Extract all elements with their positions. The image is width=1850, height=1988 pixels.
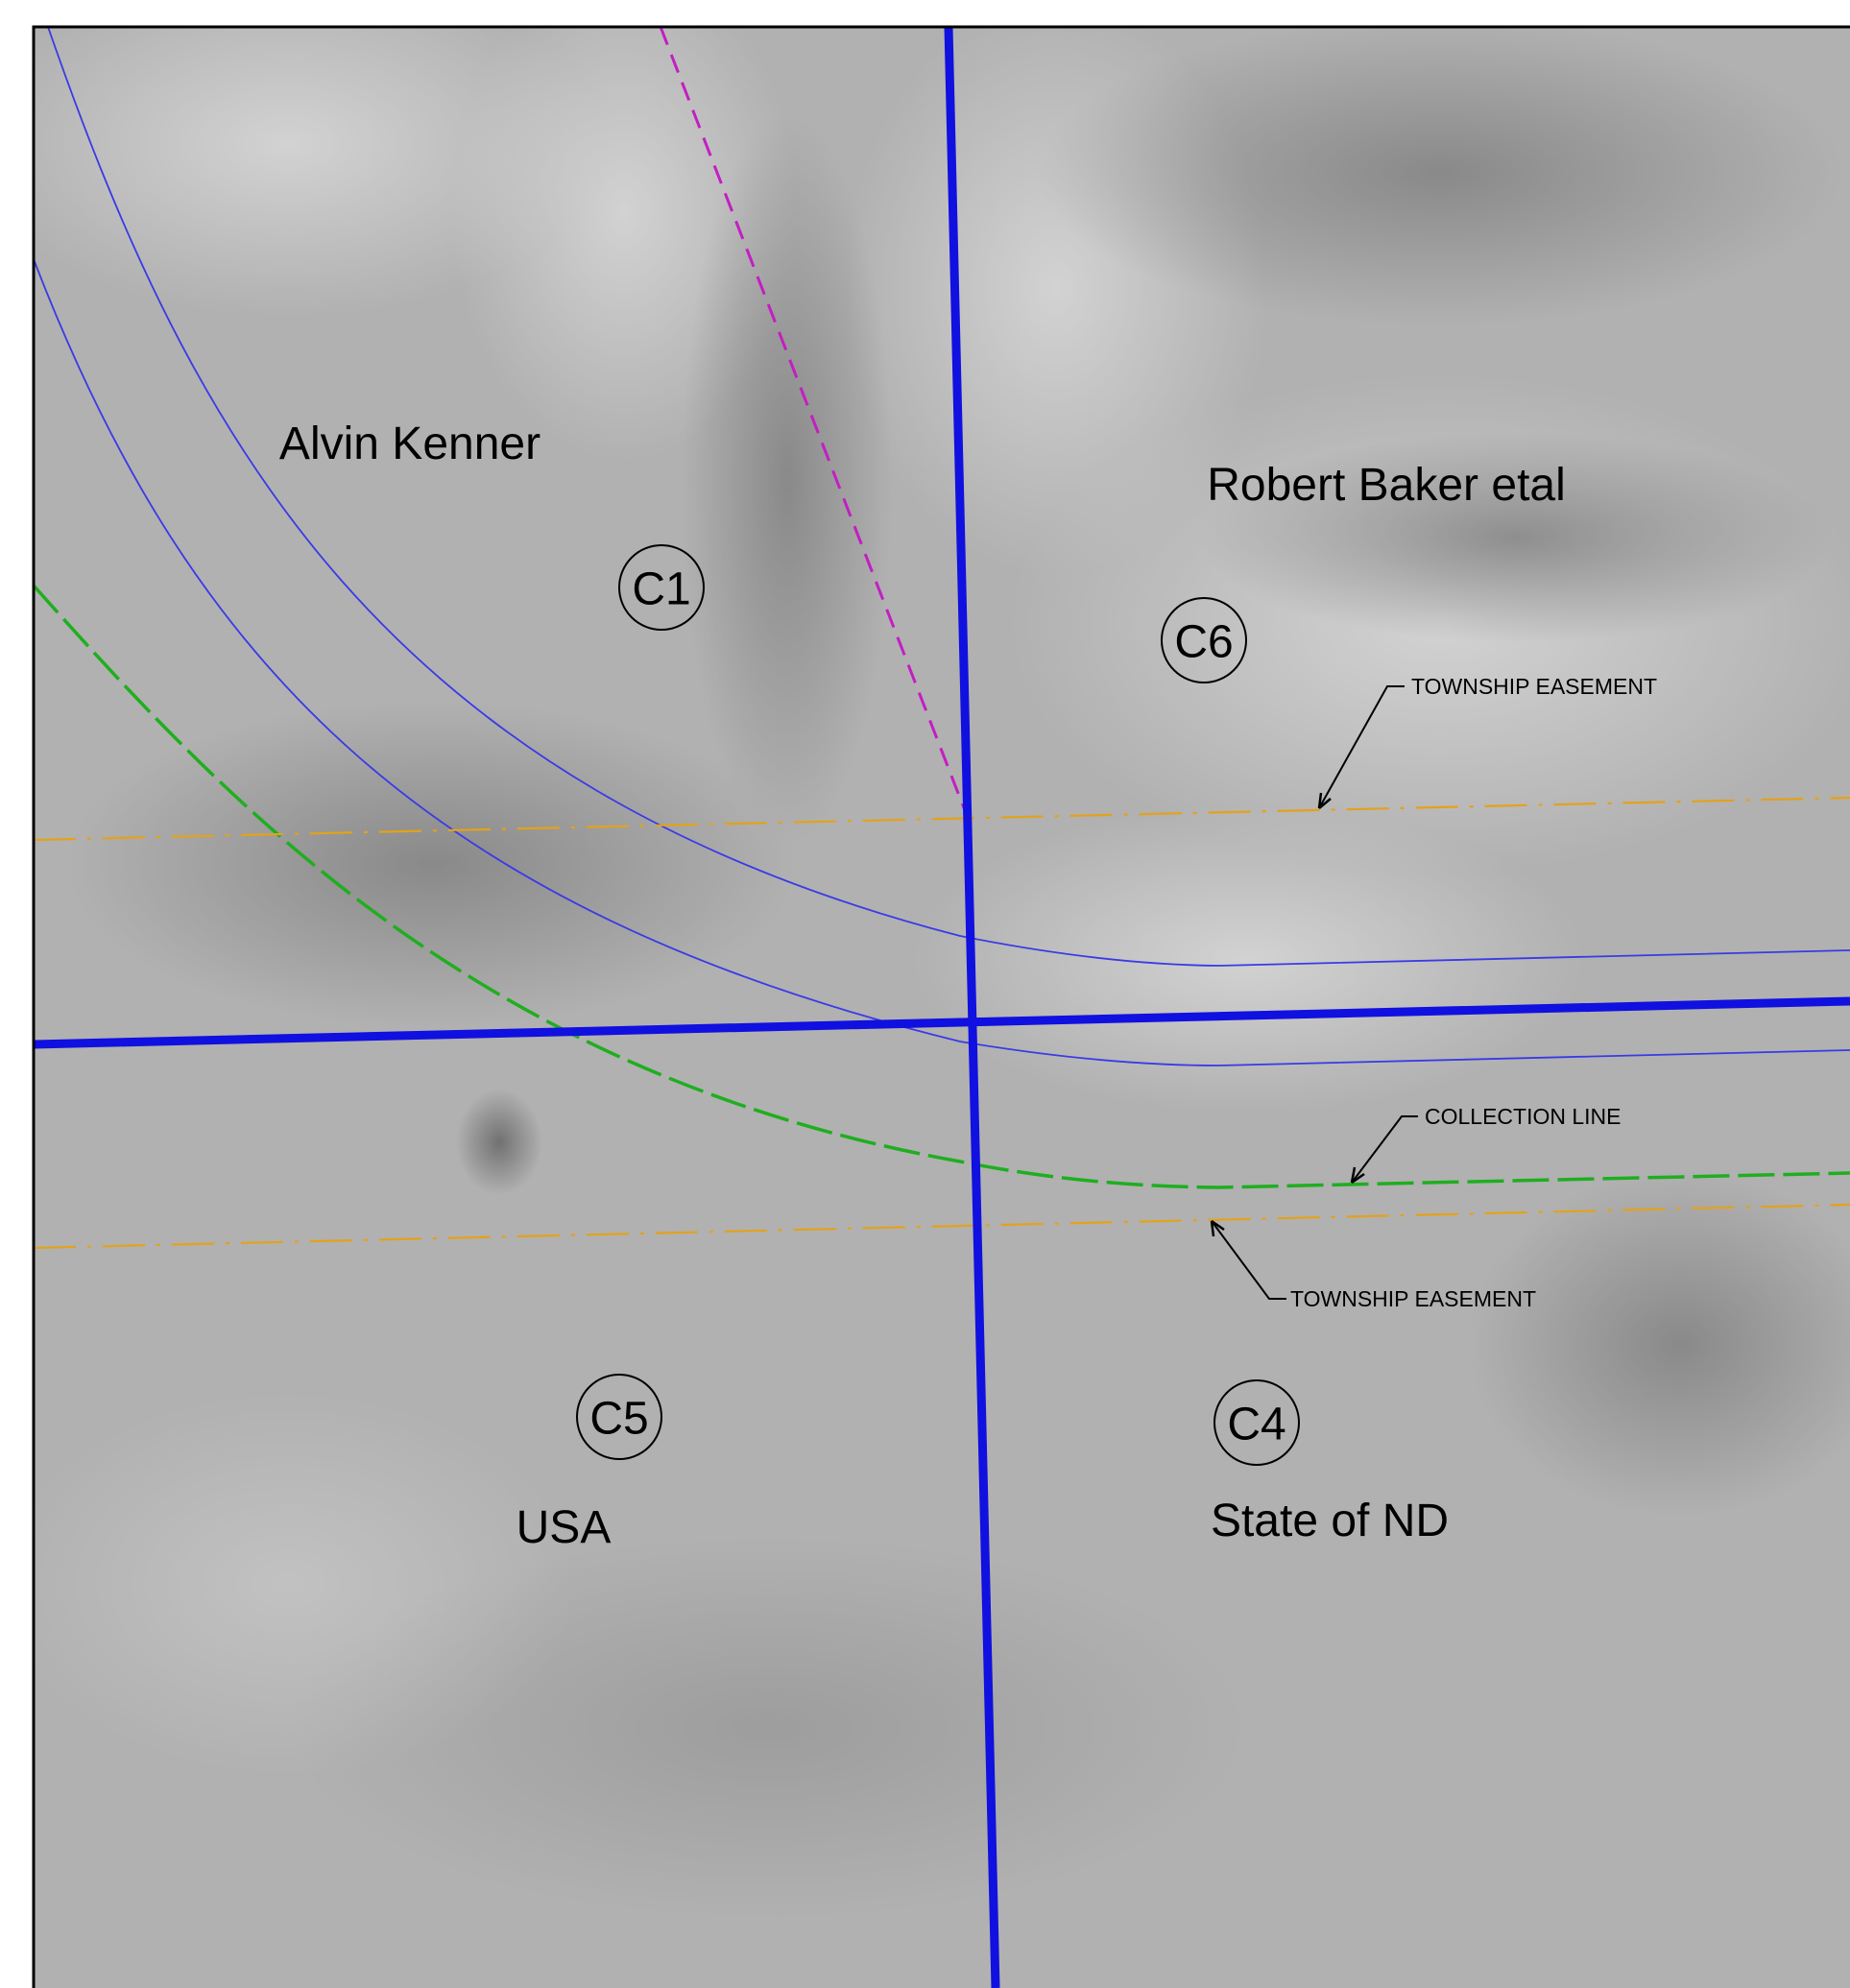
tract-id-c6: C6: [1174, 617, 1233, 668]
callout-township-easement-north: TOWNSHIP EASEMENT: [1411, 674, 1657, 699]
owner-label-southwest: USA: [517, 1502, 612, 1553]
road-edge-south: [34, 258, 1850, 1066]
owner-label-northeast: Robert Baker etal: [1207, 460, 1566, 511]
section-line-horizontal: [34, 996, 1850, 1049]
arrow-easement-south: [1210, 1219, 1225, 1237]
tract-marker-c4: C4: [1213, 1379, 1300, 1466]
collection-line: [34, 584, 1850, 1189]
tract-marker-c5: C5: [576, 1374, 662, 1460]
tract-circle: [618, 544, 705, 631]
leader-easement-south: [1211, 1220, 1286, 1300]
township-easement-north: [34, 796, 1850, 842]
tract-id-c5: C5: [589, 1394, 648, 1445]
arrow-easement-north: [1317, 792, 1332, 809]
tract-id-c4: C4: [1227, 1400, 1285, 1450]
tract-id-c1: C1: [632, 564, 690, 615]
owner-label-northwest: Alvin Kenner: [279, 419, 541, 469]
tract-circle: [1161, 597, 1247, 683]
owner-label-southeast: State of ND: [1211, 1496, 1449, 1546]
linework: [34, 27, 1850, 1988]
arrow-collection-line: [1350, 1166, 1365, 1185]
township-easement-south: [34, 1203, 1850, 1250]
leader-collection-line: [1351, 1115, 1418, 1184]
tract-circle: [576, 1374, 662, 1460]
magenta-dashed-line: [659, 27, 970, 819]
callout-leaders: [1210, 685, 1418, 1300]
callout-township-easement-south: TOWNSHIP EASEMENT: [1290, 1286, 1536, 1311]
leader-easement-north: [1318, 685, 1405, 809]
section-line-vertical: [944, 27, 1000, 1988]
tract-marker-c6: C6: [1161, 597, 1247, 683]
road-edge-north: [47, 27, 1850, 967]
callout-collection-line: COLLECTION LINE: [1425, 1104, 1622, 1129]
tract-marker-c1: C1: [618, 544, 705, 631]
tract-circle: [1213, 1379, 1300, 1466]
map-frame: [32, 25, 1850, 1988]
